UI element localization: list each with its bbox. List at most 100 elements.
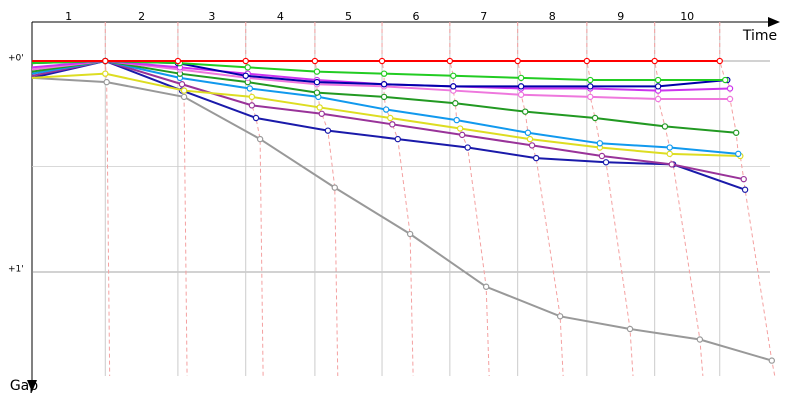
point (406, 230, 414, 238)
point (514, 57, 521, 65)
point (591, 114, 599, 122)
point (668, 161, 675, 168)
point (517, 74, 525, 82)
point (722, 76, 729, 84)
point (252, 114, 260, 122)
point (768, 357, 776, 364)
y-tick-label: +1' (8, 264, 24, 274)
point (311, 57, 319, 65)
y-axis-label: Gap (10, 378, 38, 394)
point (380, 81, 388, 88)
point (696, 336, 704, 343)
point (102, 57, 109, 65)
point (380, 70, 388, 77)
lap-label: 2 (138, 10, 145, 23)
point (453, 116, 460, 124)
point (450, 72, 457, 79)
lap-label: 3 (208, 10, 215, 23)
point (103, 78, 110, 86)
point (602, 159, 610, 166)
point (446, 57, 454, 65)
point (180, 93, 188, 101)
point (244, 64, 251, 71)
lap-label: 5 (345, 10, 352, 23)
point (587, 76, 594, 84)
point (524, 129, 532, 136)
point (732, 129, 740, 136)
point (735, 150, 742, 158)
point (464, 144, 471, 151)
point (256, 135, 264, 143)
point (378, 57, 386, 65)
lap-label: 8 (549, 10, 556, 23)
point (394, 135, 401, 143)
lap-label: 7 (480, 10, 487, 23)
y-axis-arrow (27, 380, 37, 392)
point (458, 131, 466, 139)
point (741, 186, 749, 193)
point (482, 283, 490, 290)
point (587, 83, 594, 90)
point (180, 87, 188, 94)
point (726, 85, 734, 92)
point (726, 95, 734, 103)
point (517, 83, 525, 90)
point (242, 72, 249, 79)
point (242, 57, 249, 65)
point (583, 57, 591, 65)
point (382, 106, 390, 113)
point (526, 135, 534, 143)
x-axis-arrow (768, 17, 780, 27)
point (324, 127, 332, 134)
point (716, 57, 723, 65)
point (522, 108, 529, 115)
point (456, 125, 464, 132)
point (178, 81, 186, 88)
lap-label: 1 (65, 10, 72, 23)
point (318, 110, 325, 117)
point (313, 89, 321, 96)
point (246, 85, 254, 92)
lap-line (654, 22, 704, 377)
point (654, 95, 662, 103)
point (248, 102, 256, 109)
point (651, 57, 658, 65)
lap-line (719, 22, 776, 377)
point (380, 93, 388, 101)
point (528, 142, 536, 149)
point (313, 68, 321, 75)
point (517, 91, 525, 98)
lap-line (517, 22, 564, 377)
lap-line (314, 22, 339, 377)
lap-label: 10 (680, 10, 694, 23)
point (387, 114, 394, 122)
point (174, 57, 182, 65)
point (598, 152, 606, 160)
lap-label: 6 (412, 10, 419, 23)
point (316, 104, 323, 111)
point (556, 313, 564, 320)
point (102, 70, 109, 77)
point (450, 83, 457, 90)
point (666, 150, 673, 158)
point (626, 325, 634, 333)
point (661, 123, 669, 130)
point (654, 83, 662, 90)
point (331, 184, 338, 191)
point (452, 100, 459, 107)
point (313, 78, 321, 86)
point (248, 93, 256, 101)
point (596, 140, 604, 147)
point (587, 93, 594, 101)
point (532, 154, 540, 162)
point (740, 175, 747, 183)
x-axis-label: Time (742, 28, 777, 44)
lap-line (104, 22, 111, 377)
lap-label: 9 (617, 10, 624, 23)
y-tick-label: +0' (8, 54, 24, 64)
point (654, 76, 662, 84)
point (666, 144, 673, 151)
lap-label: 4 (277, 10, 284, 23)
point (389, 121, 396, 128)
